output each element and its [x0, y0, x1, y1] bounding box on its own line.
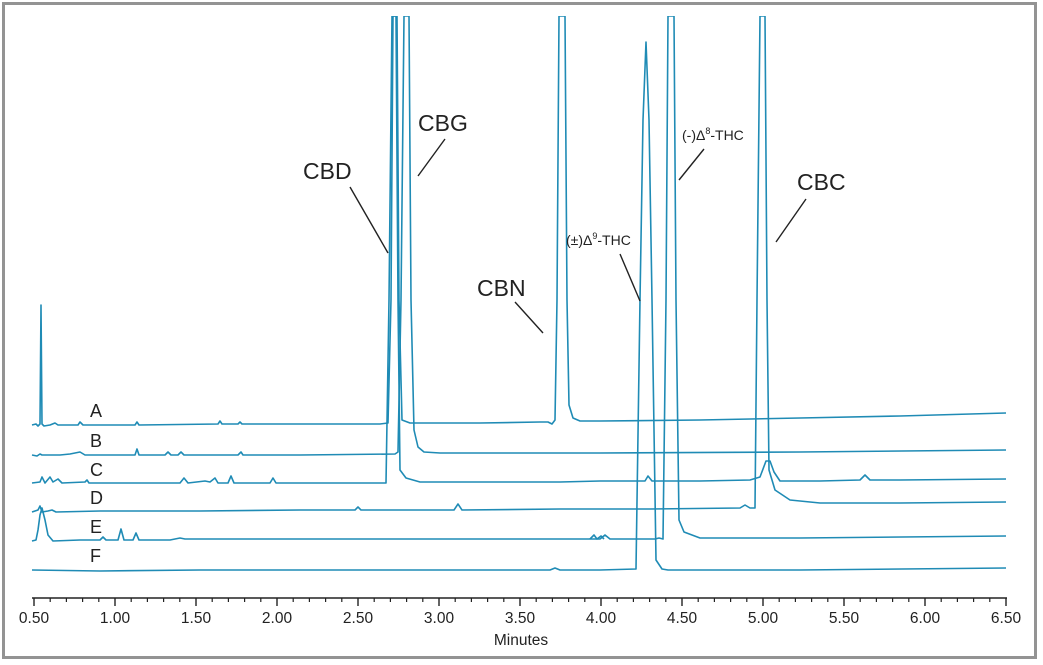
- trace-c: [31, 16, 1007, 484]
- traces: [31, 16, 1007, 572]
- trace-f: [31, 41, 1007, 572]
- x-tick-label: 2.50: [343, 610, 374, 627]
- x-tick-label: 1.00: [100, 610, 131, 627]
- x-tick-label: 5.50: [829, 610, 860, 627]
- trace-e: [31, 16, 1007, 542]
- leader-d8-thc: [678, 148, 705, 181]
- x-tick-label: 3.50: [505, 610, 536, 627]
- peak-label-cbc: CBC: [797, 169, 846, 195]
- x-axis-title: Minutes: [494, 632, 549, 649]
- peak-label-cbg: CBG: [418, 110, 468, 136]
- x-tick-label: 0.50: [19, 610, 50, 627]
- x-tick-label: 6.00: [910, 610, 941, 627]
- trace-label-c: C: [90, 460, 103, 480]
- x-tick-label: 4.00: [586, 610, 617, 627]
- x-axis: 0.50 1.00 1.50 2.00 2.50 3.00 3.50 4.00 4.50 5.00…: [19, 597, 1022, 649]
- trace-d: [31, 16, 1007, 513]
- peak-label-cbn: CBN: [477, 275, 526, 301]
- leader-cbn: [514, 301, 544, 334]
- peak-label-d8-thc: (-)Δ8-THC: [682, 126, 744, 143]
- leader-cbg: [417, 138, 446, 177]
- trace-a: [31, 16, 1007, 427]
- x-tick-label: 6.50: [991, 610, 1022, 627]
- trace-e-minor-peaks: [589, 534, 605, 540]
- leader-d9-thc: [619, 253, 641, 302]
- trace-label-d: D: [90, 488, 103, 508]
- trace-b: [31, 16, 1007, 457]
- trace-label-f: F: [90, 546, 101, 566]
- leader-cbd: [349, 186, 389, 254]
- trace-label-e: E: [90, 517, 102, 537]
- trace-label-a: A: [90, 401, 102, 421]
- trace-label-b: B: [90, 431, 102, 451]
- x-tick-label: 1.50: [181, 610, 212, 627]
- x-tick-label: 4.50: [667, 610, 698, 627]
- peak-label-cbd: CBD: [303, 158, 352, 184]
- x-tick-label: 3.00: [424, 610, 455, 627]
- leader-cbc: [775, 198, 807, 243]
- x-tick-label: 2.00: [262, 610, 293, 627]
- x-tick-label: 5.00: [748, 610, 779, 627]
- peak-label-d9-thc: (±)Δ9-THC: [566, 231, 631, 248]
